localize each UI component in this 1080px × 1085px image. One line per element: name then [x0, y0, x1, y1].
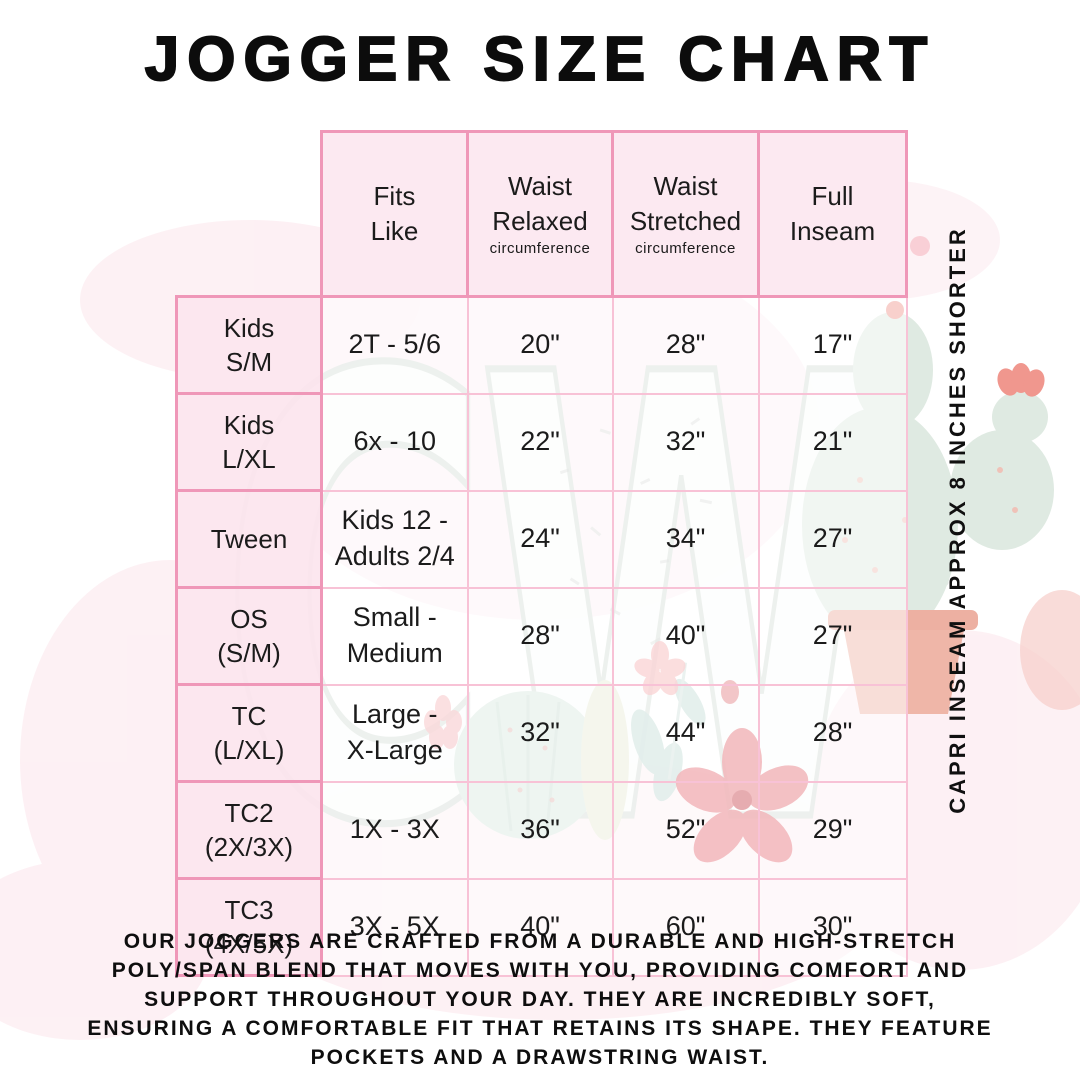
col-header-sub: circumference [489, 239, 591, 257]
table-row: TC3 (4X/5X) 3X - 5X 40" 60" 30" [175, 877, 908, 978]
fits-like-cell: 1X - 3X [320, 780, 469, 880]
table-row: Kids L/XL 6x - 10 22" 32" 21" [175, 392, 908, 493]
col-header-waist-stretched: Waist Stretched circumference [611, 129, 760, 299]
waist-stretched-cell: 60" [611, 877, 760, 977]
row-header-size: TC3 (4X/5X) [175, 877, 323, 978]
row-header-size: TC2 (2X/3X) [175, 780, 323, 881]
col-header-label: Fits Like [370, 181, 419, 246]
table-row: Kids S/M 2T - 5/6 20" 28" 17" [175, 295, 908, 396]
row-header-size: Kids S/M [175, 295, 323, 396]
col-header-full-inseam: Full Inseam [757, 129, 908, 299]
page-title: JOGGER SIZE CHART [144, 24, 936, 95]
row-header-size: Kids L/XL [175, 392, 323, 493]
full-inseam-cell: 27" [757, 586, 908, 686]
col-header-label: Waist Stretched [629, 171, 742, 236]
row-header-size: OS (S/M) [175, 586, 323, 687]
capri-inseam-note: CAPRI INSEAM APPROX 8 INCHES SHORTER [945, 226, 970, 814]
product-description: OUR JOGGERS ARE CRAFTED FROM A DURABLE A… [87, 930, 993, 1069]
size-chart-table: Fits Like Waist Relaxed circumference Wai… [175, 129, 908, 978]
full-inseam-cell: 28" [757, 683, 908, 783]
table-row: TC2 (2X/3X) 1X - 3X 36" 52" 29" [175, 780, 908, 881]
full-inseam-cell: 21" [757, 392, 908, 492]
fits-like-cell: Kids 12 - Adults 2/4 [320, 489, 469, 589]
waist-relaxed-cell: 36" [466, 780, 614, 880]
waist-relaxed-cell: 24" [466, 489, 614, 589]
table-row: Tween Kids 12 - Adults 2/4 24" 34" 27" [175, 489, 908, 590]
header-row: Fits Like Waist Relaxed circumference Wai… [177, 129, 908, 299]
col-header-label: Full Inseam [789, 181, 876, 246]
full-inseam-cell: 30" [757, 877, 908, 977]
waist-stretched-cell: 52" [611, 780, 760, 880]
full-inseam-cell: 27" [757, 489, 908, 589]
table-corner-spacer [177, 132, 322, 297]
waist-relaxed-cell: 22" [466, 392, 614, 492]
waist-stretched-cell: 44" [611, 683, 760, 783]
waist-relaxed-cell: 20" [466, 295, 614, 395]
fits-like-cell: 6x - 10 [320, 392, 469, 492]
fits-like-cell: 3X - 5X [320, 877, 469, 977]
fits-like-cell: Small - Medium [320, 586, 469, 686]
table-row: TC (L/XL) Large - X-Large 32" 44" 28" [175, 683, 908, 784]
waist-relaxed-cell: 32" [466, 683, 614, 783]
col-header-sub: circumference [635, 239, 736, 257]
waist-stretched-cell: 28" [611, 295, 760, 395]
waist-relaxed-cell: 40" [466, 877, 614, 977]
waist-stretched-cell: 34" [611, 489, 760, 589]
fits-like-cell: 2T - 5/6 [320, 295, 469, 395]
fits-like-cell: Large - X-Large [320, 683, 469, 783]
cactus-flower [997, 363, 1045, 397]
col-header-label: Waist Relaxed [492, 171, 588, 236]
row-header-size: TC (L/XL) [175, 683, 323, 784]
row-header-size: Tween [175, 489, 323, 590]
full-inseam-cell: 17" [757, 295, 908, 395]
waist-stretched-cell: 32" [611, 392, 760, 492]
waist-relaxed-cell: 28" [466, 586, 614, 686]
table-row: OS (S/M) Small - Medium 28" 40" 27" [175, 586, 908, 687]
full-inseam-cell: 29" [757, 780, 908, 880]
col-header-waist-relaxed: Waist Relaxed circumference [466, 129, 614, 299]
col-header-fits-like: Fits Like [320, 129, 469, 299]
waist-stretched-cell: 40" [611, 586, 760, 686]
